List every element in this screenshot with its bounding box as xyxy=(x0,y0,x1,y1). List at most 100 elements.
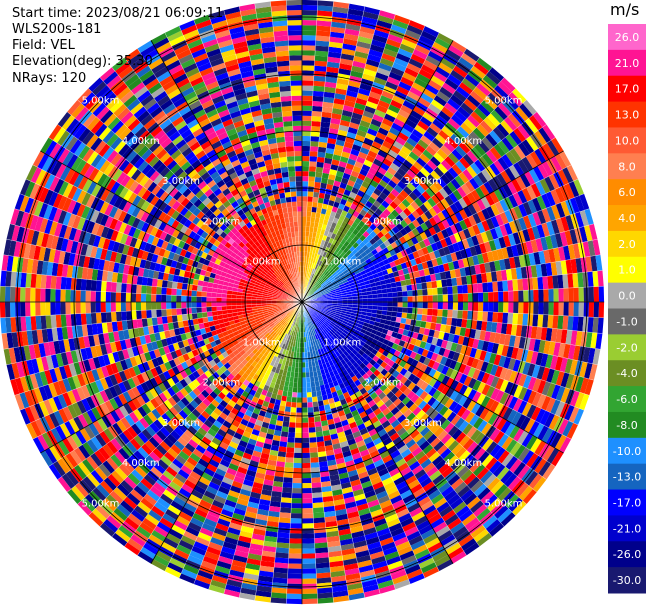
velocity-gate-cell xyxy=(396,333,403,340)
velocity-gate-cell xyxy=(474,329,482,340)
velocity-gate-cell xyxy=(572,273,579,288)
velocity-gate-cell xyxy=(471,319,478,330)
velocity-gate-cell xyxy=(393,14,411,25)
velocity-gate-cell xyxy=(316,207,322,214)
velocity-gate-cell xyxy=(344,95,357,103)
velocity-gate-cell xyxy=(393,171,404,181)
velocity-gate-cell xyxy=(321,306,327,309)
velocity-gate-cell xyxy=(530,351,539,365)
velocity-gate-cell xyxy=(569,229,578,245)
velocity-gate-cell xyxy=(400,176,410,187)
velocity-gate-cell xyxy=(527,199,538,214)
velocity-gate-cell xyxy=(339,58,354,66)
velocity-gate-cell xyxy=(308,171,316,177)
velocity-gate-cell xyxy=(332,300,338,302)
velocity-gate-cell xyxy=(365,132,376,142)
velocity-gate-cell xyxy=(443,262,450,272)
velocity-gate-cell xyxy=(335,170,345,178)
velocity-gate-cell xyxy=(313,512,325,519)
velocity-gate-cell xyxy=(572,345,581,361)
velocity-gate-cell xyxy=(553,342,561,357)
velocity-gate-cell xyxy=(525,240,534,254)
velocity-gate-cell xyxy=(367,53,382,63)
velocity-gate-cell xyxy=(342,105,355,113)
velocity-gate-cell xyxy=(318,218,325,225)
velocity-gate-cell xyxy=(342,299,348,302)
velocity-gate-cell xyxy=(495,213,505,227)
velocity-gate-cell xyxy=(454,221,463,233)
velocity-gate-cell xyxy=(425,107,439,119)
velocity-gate-cell xyxy=(590,255,598,272)
velocity-gate-cell xyxy=(365,58,380,68)
velocity-gate-cell xyxy=(314,50,329,57)
velocity-gate-cell xyxy=(285,452,295,458)
velocity-gate-cell xyxy=(474,143,486,157)
velocity-gate-cell xyxy=(424,228,433,238)
velocity-gate-cell xyxy=(430,322,437,331)
velocity-gate-cell xyxy=(291,397,297,403)
velocity-gate-cell xyxy=(392,296,398,302)
velocity-gate-cell xyxy=(312,232,317,238)
velocity-gate-cell xyxy=(372,294,378,299)
velocity-gate-cell xyxy=(462,195,473,207)
velocity-gate-cell xyxy=(502,183,513,197)
velocity-gate-cell xyxy=(357,302,363,306)
velocity-gate-cell xyxy=(490,109,505,124)
velocity-gate-cell xyxy=(307,407,314,413)
velocity-gate-cell xyxy=(466,192,477,204)
velocity-gate-cell xyxy=(398,202,407,212)
velocity-gate-cell xyxy=(481,153,494,166)
velocity-gate-cell xyxy=(351,112,363,121)
velocity-gate-cell xyxy=(327,51,342,59)
velocity-gate-cell xyxy=(324,278,330,283)
velocity-gate-cell xyxy=(423,328,431,336)
velocity-gate-cell xyxy=(452,285,458,295)
velocity-gate-cell xyxy=(407,230,416,240)
velocity-gate-cell xyxy=(330,262,336,269)
velocity-gate-cell xyxy=(385,315,392,321)
velocity-gate-cell xyxy=(343,33,359,41)
velocity-gate-cell xyxy=(542,142,555,159)
velocity-gate-cell xyxy=(322,101,334,109)
velocity-gate-cell xyxy=(354,269,361,275)
velocity-gate-cell xyxy=(340,274,346,280)
velocity-gate-cell xyxy=(577,346,586,362)
velocity-gate-cell xyxy=(365,200,374,209)
velocity-gate-cell xyxy=(279,436,288,443)
velocity-gate-cell xyxy=(312,507,325,514)
velocity-gate-cell xyxy=(564,358,573,374)
velocity-gate-cell xyxy=(427,308,433,316)
velocity-gate-cell xyxy=(359,197,368,205)
velocity-gate-cell xyxy=(311,115,322,122)
velocity-gate-cell xyxy=(289,538,302,544)
velocity-gate-cell xyxy=(392,326,400,334)
velocity-gate-cell xyxy=(498,236,507,249)
velocity-gate-cell xyxy=(402,267,409,275)
velocity-gate-cell xyxy=(416,157,427,168)
velocity-gate-cell xyxy=(323,193,331,200)
velocity-gate-cell xyxy=(281,426,289,433)
velocity-gate-cell xyxy=(473,86,488,100)
velocity-gate-cell xyxy=(414,143,426,154)
velocity-gate-cell xyxy=(431,337,439,346)
velocity-gate-cell xyxy=(340,238,347,245)
velocity-gate-cell xyxy=(352,107,365,116)
velocity-gate-cell xyxy=(474,348,482,360)
velocity-gate-cell xyxy=(444,236,453,247)
velocity-gate-cell xyxy=(426,173,437,185)
velocity-gate-cell xyxy=(445,49,462,62)
velocity-gate-cell xyxy=(302,548,316,554)
velocity-gate-cell xyxy=(315,270,320,276)
velocity-gate-cell xyxy=(423,237,431,247)
velocity-gate-cell xyxy=(565,199,575,215)
velocity-gate-cell xyxy=(459,327,467,337)
velocity-gate-cell xyxy=(470,65,486,79)
velocity-gate-cell xyxy=(377,127,389,137)
velocity-gate-cell xyxy=(361,73,376,82)
velocity-gate-cell xyxy=(302,568,317,574)
velocity-gate-cell xyxy=(476,210,486,223)
velocity-gate-cell xyxy=(520,325,528,338)
velocity-gate-cell xyxy=(457,106,471,119)
velocity-gate-cell xyxy=(347,302,353,305)
velocity-gate-cell xyxy=(302,593,318,600)
